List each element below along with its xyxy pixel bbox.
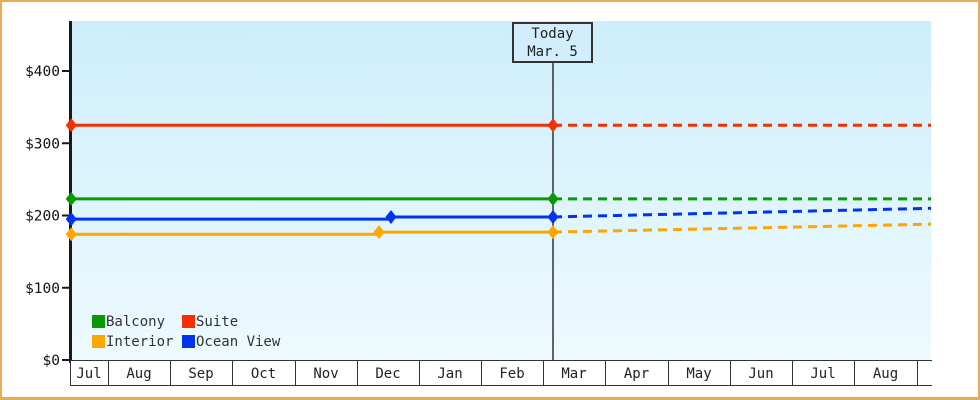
x-axis-month-label: Jul [76,366,101,382]
x-axis-month-label: Jan [437,366,462,382]
legend: Balcony Suite Interior Ocean View [92,312,280,351]
legend-item-interior: Interior [92,332,182,351]
x-axis-month-label: Sep [188,366,213,382]
series-marker-ocean-view [385,209,397,224]
balcony-swatch-icon [92,315,105,328]
x-axis-month-label: Jul [810,366,835,382]
series-marker-ocean-view [547,209,559,224]
series-marker-interior [547,225,559,240]
series-marker-balcony [547,191,559,206]
x-axis-band [70,360,932,386]
x-axis-month-label: Oct [251,366,276,382]
series-marker-suite [547,118,559,133]
x-axis-month-label: Aug [126,366,151,382]
legend-item-ocean-view: Ocean View [182,332,280,351]
series-forecast-ocean-view [552,206,932,219]
x-axis-month-label: May [686,366,711,382]
y-axis-tick-label: $300 [25,136,60,152]
x-axis-month-label: Apr [624,366,649,382]
x-axis-month-label: Nov [313,366,338,382]
plot-area [71,21,931,360]
legend-item-suite: Suite [182,312,280,331]
y-axis-tick-label: $0 [43,353,60,369]
suite-swatch-icon [182,315,195,328]
series-marker-interior [373,225,385,240]
today-date: Mar. 5 [527,43,578,60]
series-forecast-interior [552,222,932,234]
legend-label: Ocean View [196,333,281,350]
x-axis-month-label: Mar [561,366,586,382]
x-axis-month-label: Dec [375,366,400,382]
legend-label: Balcony [106,313,166,330]
series-marker-suite [65,118,77,133]
series-marker-balcony [65,191,77,206]
legend-item-balcony: Balcony [92,312,182,331]
series-marker-interior [65,227,77,242]
x-axis-month-label: Feb [499,366,524,382]
y-axis-tick-label: $100 [25,281,60,297]
today-label: Today [531,25,574,42]
y-axis-tick-label: $200 [25,209,60,225]
legend-label: Interior [106,333,174,350]
legend-label: Suite [196,313,239,330]
series-marker-ocean-view [65,212,77,227]
interior-swatch-icon [92,335,105,348]
y-axis-tick-label: $400 [25,64,60,80]
today-annotation-box: Today Mar. 5 [512,22,593,63]
x-axis-month-label: Jun [748,366,773,382]
x-axis-month-label: Aug [873,366,898,382]
ocean-view-swatch-icon [182,335,195,348]
